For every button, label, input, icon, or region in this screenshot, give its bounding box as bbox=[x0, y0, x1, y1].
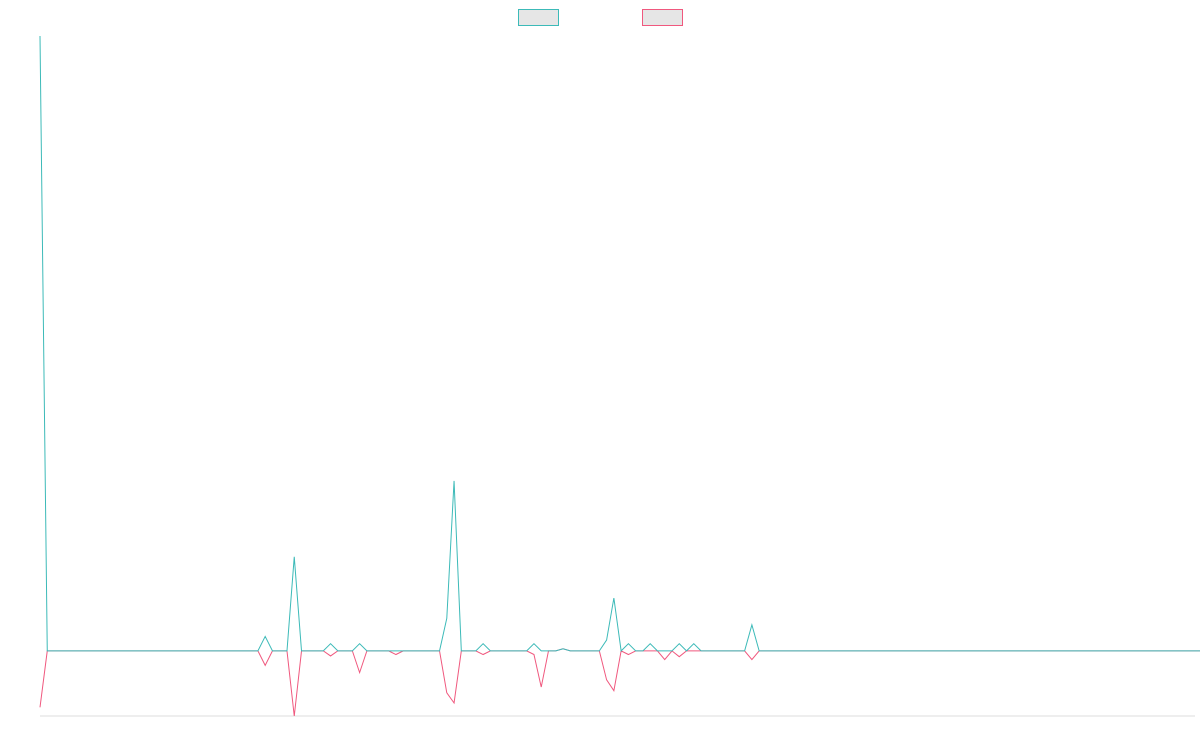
series-layer bbox=[39, 35, 1200, 717]
series-line-2 bbox=[39, 648, 1200, 717]
legend-swatch-series-2[interactable] bbox=[642, 9, 683, 26]
legend-swatch-series-1[interactable] bbox=[518, 9, 559, 26]
plot-area bbox=[39, 35, 1200, 717]
series-line-1 bbox=[39, 35, 1200, 652]
legend bbox=[518, 9, 683, 26]
